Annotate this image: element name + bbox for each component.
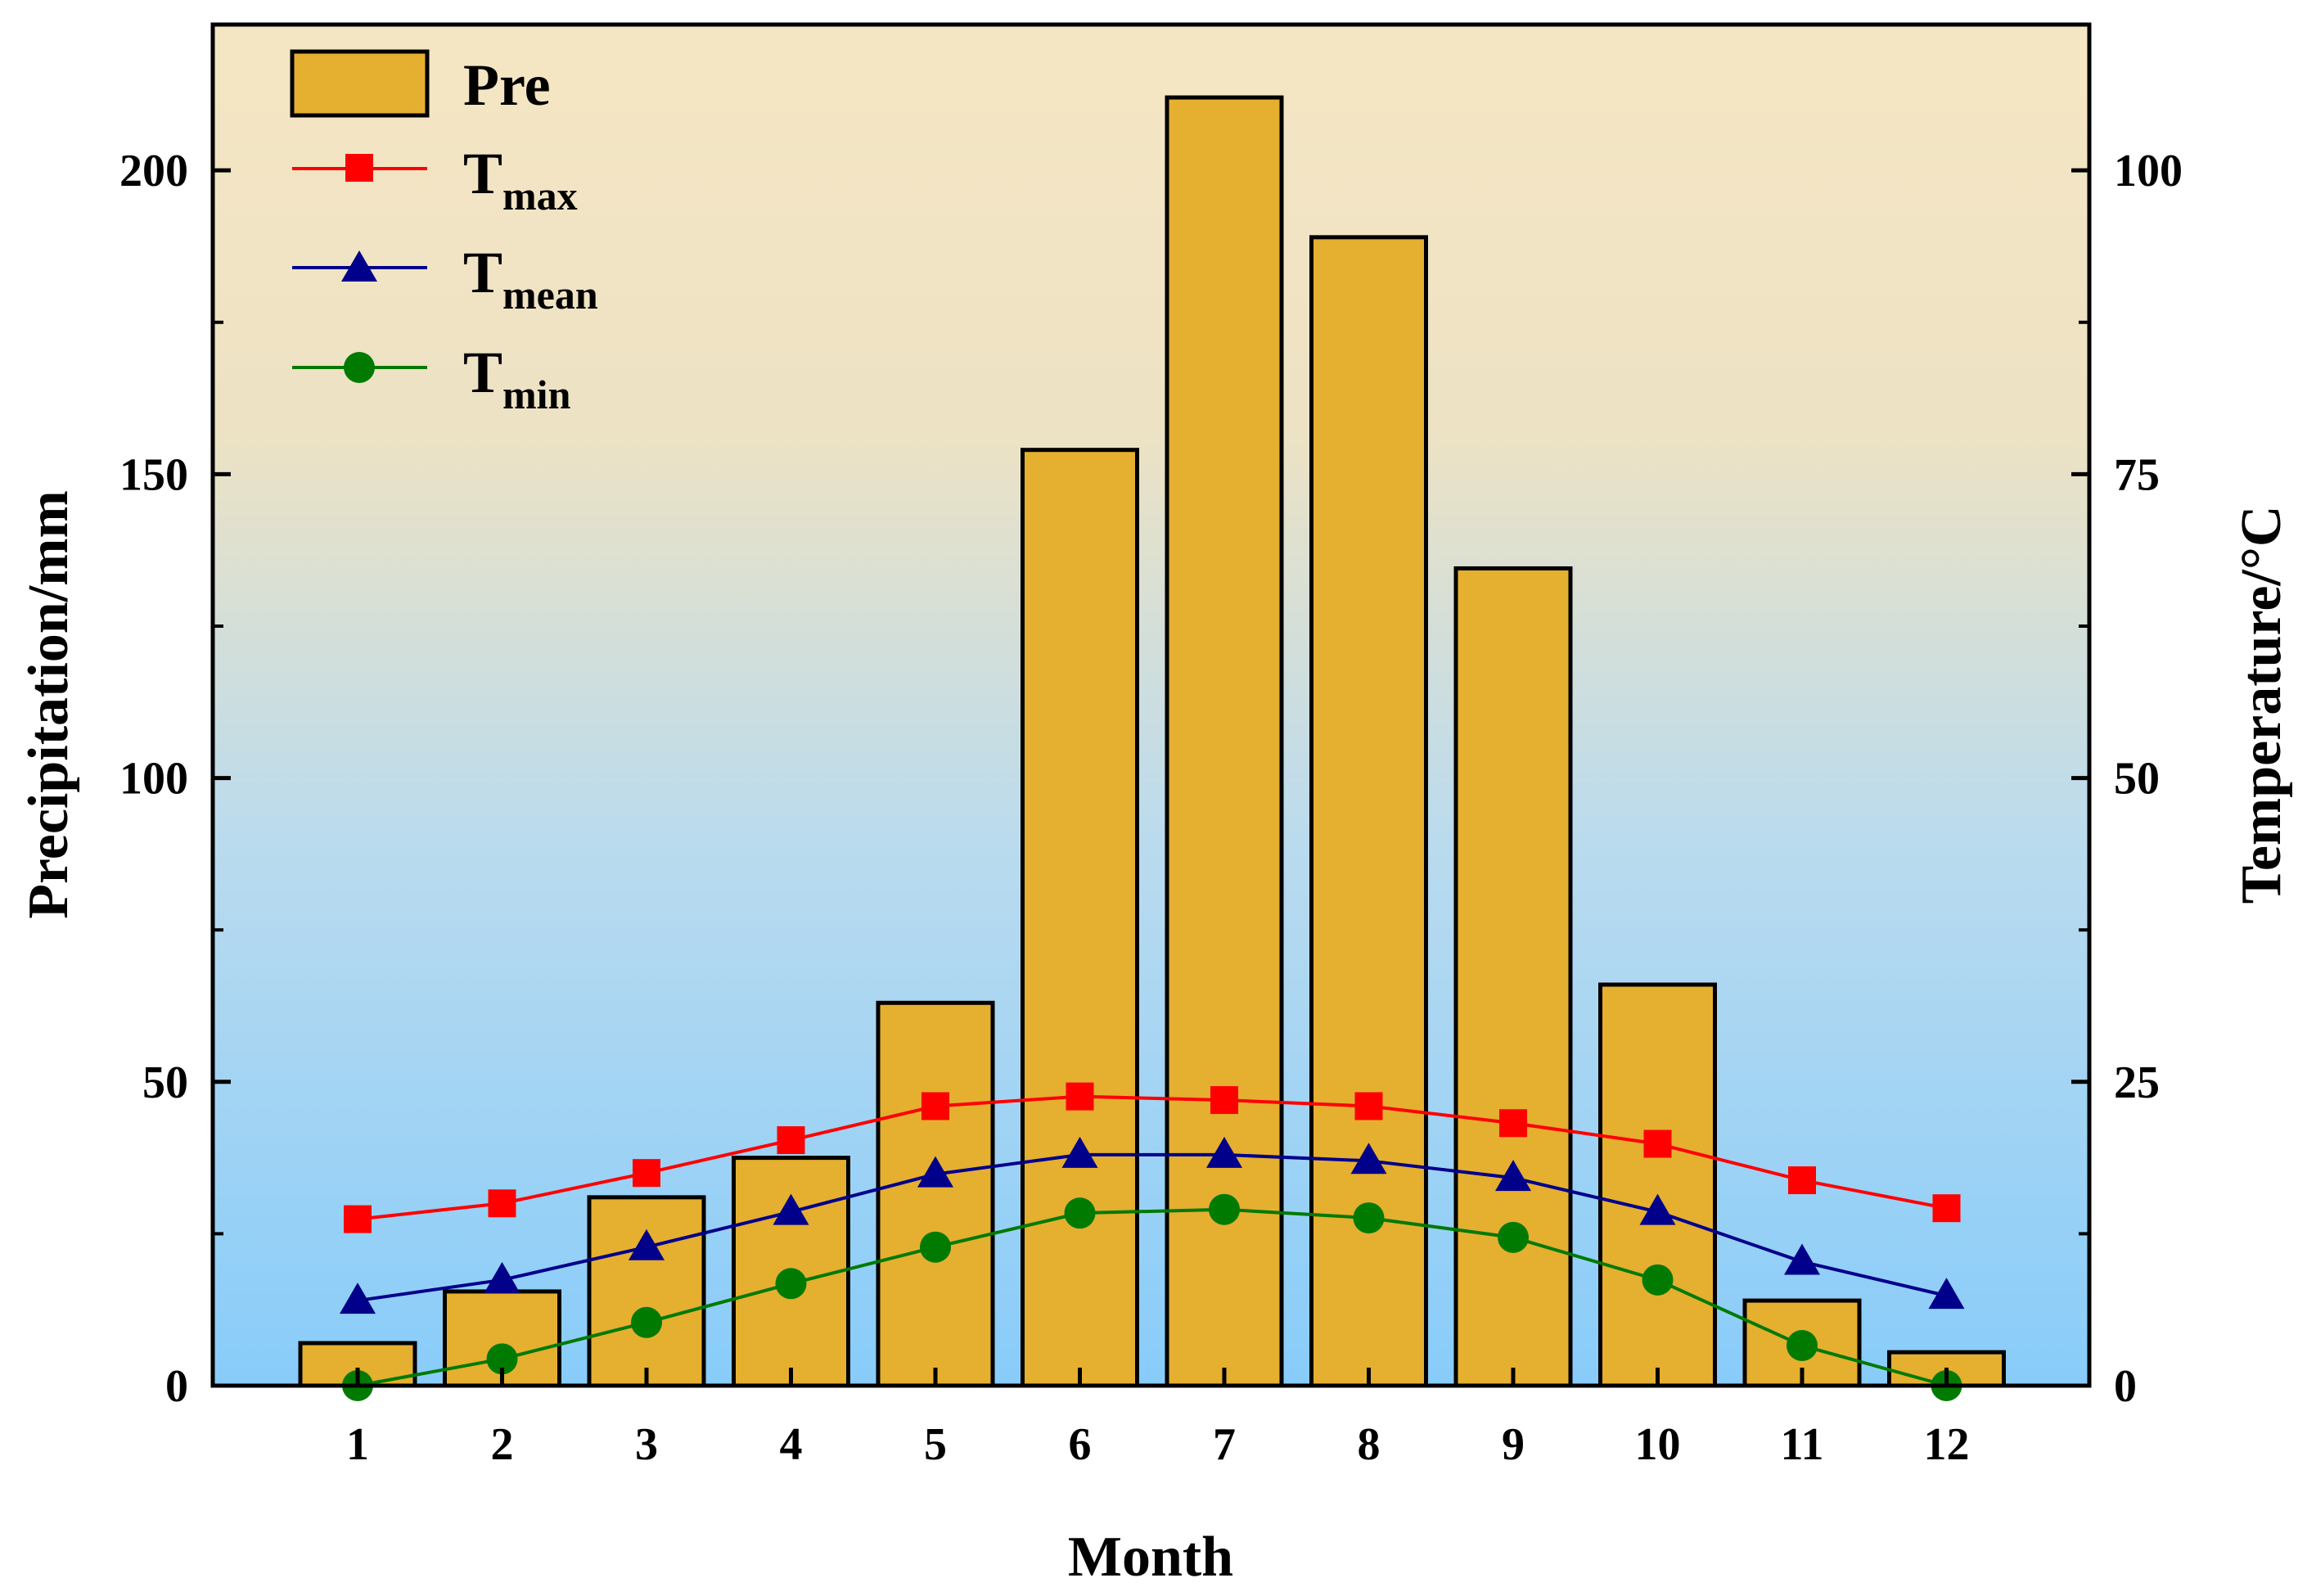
temperature-lines — [340, 1082, 1965, 1401]
x-tick-label-10: 10 — [1635, 1419, 1681, 1470]
y-right-tick-label-100: 100 — [2114, 146, 2183, 196]
marker-tmax-month-4 — [777, 1126, 805, 1155]
marker-tmin-month-6 — [1064, 1197, 1096, 1229]
marker-tmin-month-8 — [1353, 1202, 1385, 1234]
marker-tmax-month-11 — [1788, 1166, 1816, 1195]
plot-frame — [210, 22, 2092, 1388]
x-tick-label-2: 2 — [491, 1419, 514, 1470]
line-tmean — [357, 1152, 1947, 1303]
y-axis-right-title: Temperature/°C — [2230, 506, 2293, 904]
marker-tmax-month-5 — [921, 1092, 949, 1120]
marker-tmean-month-8 — [1350, 1143, 1387, 1174]
marker-tmean-month-2 — [484, 1261, 520, 1293]
marker-tmean-month-3 — [629, 1229, 665, 1260]
marker-tmax-month-6 — [1066, 1082, 1094, 1111]
marker-tmin-month-7 — [1209, 1193, 1240, 1225]
marker-tmin-month-10 — [1642, 1264, 1674, 1296]
legend-label-tmax: Tmax — [463, 141, 578, 219]
legend-label-tmin: Tmin — [463, 340, 571, 417]
marker-tmin-month-9 — [1498, 1221, 1529, 1253]
legend-tmax-main: T — [463, 141, 502, 206]
marker-tmax-month-9 — [1499, 1109, 1527, 1138]
legend-tmin-main: T — [463, 340, 502, 405]
marker-tmin-month-2 — [486, 1343, 518, 1375]
legend-swatch-pre — [290, 49, 430, 118]
line-tmin — [357, 1207, 1948, 1387]
legend: Pre Tmax Tmean Tmin — [290, 49, 598, 417]
marker-tmean-month-12 — [1928, 1278, 1965, 1310]
x-tick-label-1: 1 — [346, 1419, 369, 1470]
marker-tmean-month-4 — [773, 1193, 809, 1225]
bar-month-5 — [876, 1000, 995, 1386]
x-tick-label-11: 11 — [1781, 1419, 1824, 1470]
y-right-tick-label-50: 50 — [2114, 754, 2160, 805]
marker-tmean-month-5 — [917, 1156, 953, 1188]
x-tick-label-12: 12 — [1924, 1419, 1970, 1470]
legend-marker-tmean — [341, 250, 377, 282]
y-left-tick-label-100: 100 — [119, 754, 188, 805]
marker-tmax-month-2 — [488, 1189, 516, 1218]
marker-tmean-month-11 — [1784, 1243, 1820, 1275]
marker-tmean-month-9 — [1495, 1160, 1531, 1192]
legend-tmean-sub: mean — [502, 272, 598, 318]
y-right-tick-label-75: 75 — [2114, 449, 2160, 500]
marker-tmax-month-10 — [1643, 1129, 1672, 1158]
marker-tmin-month-4 — [775, 1268, 807, 1300]
legend-marker-tmin — [344, 352, 375, 383]
y-left-tick-label-50: 50 — [142, 1057, 188, 1108]
x-tick-label-3: 3 — [635, 1419, 658, 1470]
legend-marker-tmax — [345, 154, 373, 182]
y-right-tick-label-0: 0 — [2114, 1361, 2137, 1412]
bar-month-8 — [1309, 235, 1428, 1386]
x-tick-label-9: 9 — [1502, 1419, 1525, 1470]
x-tick-label-8: 8 — [1358, 1419, 1381, 1470]
legend-tmax-sub: max — [502, 173, 578, 219]
bar-month-10 — [1598, 982, 1717, 1386]
legend-label-pre: Pre — [463, 52, 551, 118]
marker-tmin-month-3 — [631, 1306, 662, 1338]
y-left-tick-label-150: 150 — [119, 449, 188, 500]
marker-tmin-month-5 — [920, 1231, 951, 1263]
x-tick-label-5: 5 — [924, 1419, 947, 1470]
x-tick-label-7: 7 — [1213, 1419, 1236, 1470]
legend-tmean-main: T — [463, 240, 502, 305]
line-tmax — [357, 1094, 1947, 1221]
bar-month-7 — [1165, 95, 1284, 1386]
marker-tmean-month-7 — [1206, 1136, 1242, 1168]
y-axis-left-title: Precipitation/mm — [17, 490, 80, 919]
x-tick-label-4: 4 — [780, 1419, 803, 1470]
bar-month-6 — [1021, 448, 1139, 1386]
precipitation-bars — [298, 95, 2006, 1386]
marker-tmax-month-12 — [1932, 1194, 1961, 1223]
marker-tmean-month-1 — [340, 1283, 376, 1314]
marker-tmin-month-11 — [1787, 1330, 1818, 1362]
legend-label-tmean: Tmean — [463, 240, 598, 318]
y-left-tick-label-200: 200 — [119, 146, 188, 196]
marker-tmean-month-10 — [1639, 1193, 1676, 1225]
marker-tmax-month-3 — [633, 1159, 660, 1188]
x-axis-title: Month — [1068, 1526, 1233, 1589]
marker-tmax-month-1 — [344, 1205, 372, 1233]
y-left-tick-label-0: 0 — [165, 1361, 188, 1412]
y-right-tick-label-25: 25 — [2114, 1057, 2160, 1108]
bar-month-3 — [587, 1195, 706, 1386]
legend-tmin-sub: min — [502, 372, 571, 417]
marker-tmax-month-7 — [1210, 1086, 1238, 1115]
x-tick-label-6: 6 — [1069, 1419, 1092, 1470]
plot-background — [213, 25, 2089, 1386]
bar-month-9 — [1453, 566, 1573, 1386]
marker-tmean-month-6 — [1061, 1136, 1098, 1168]
marker-tmax-month-8 — [1354, 1092, 1383, 1120]
